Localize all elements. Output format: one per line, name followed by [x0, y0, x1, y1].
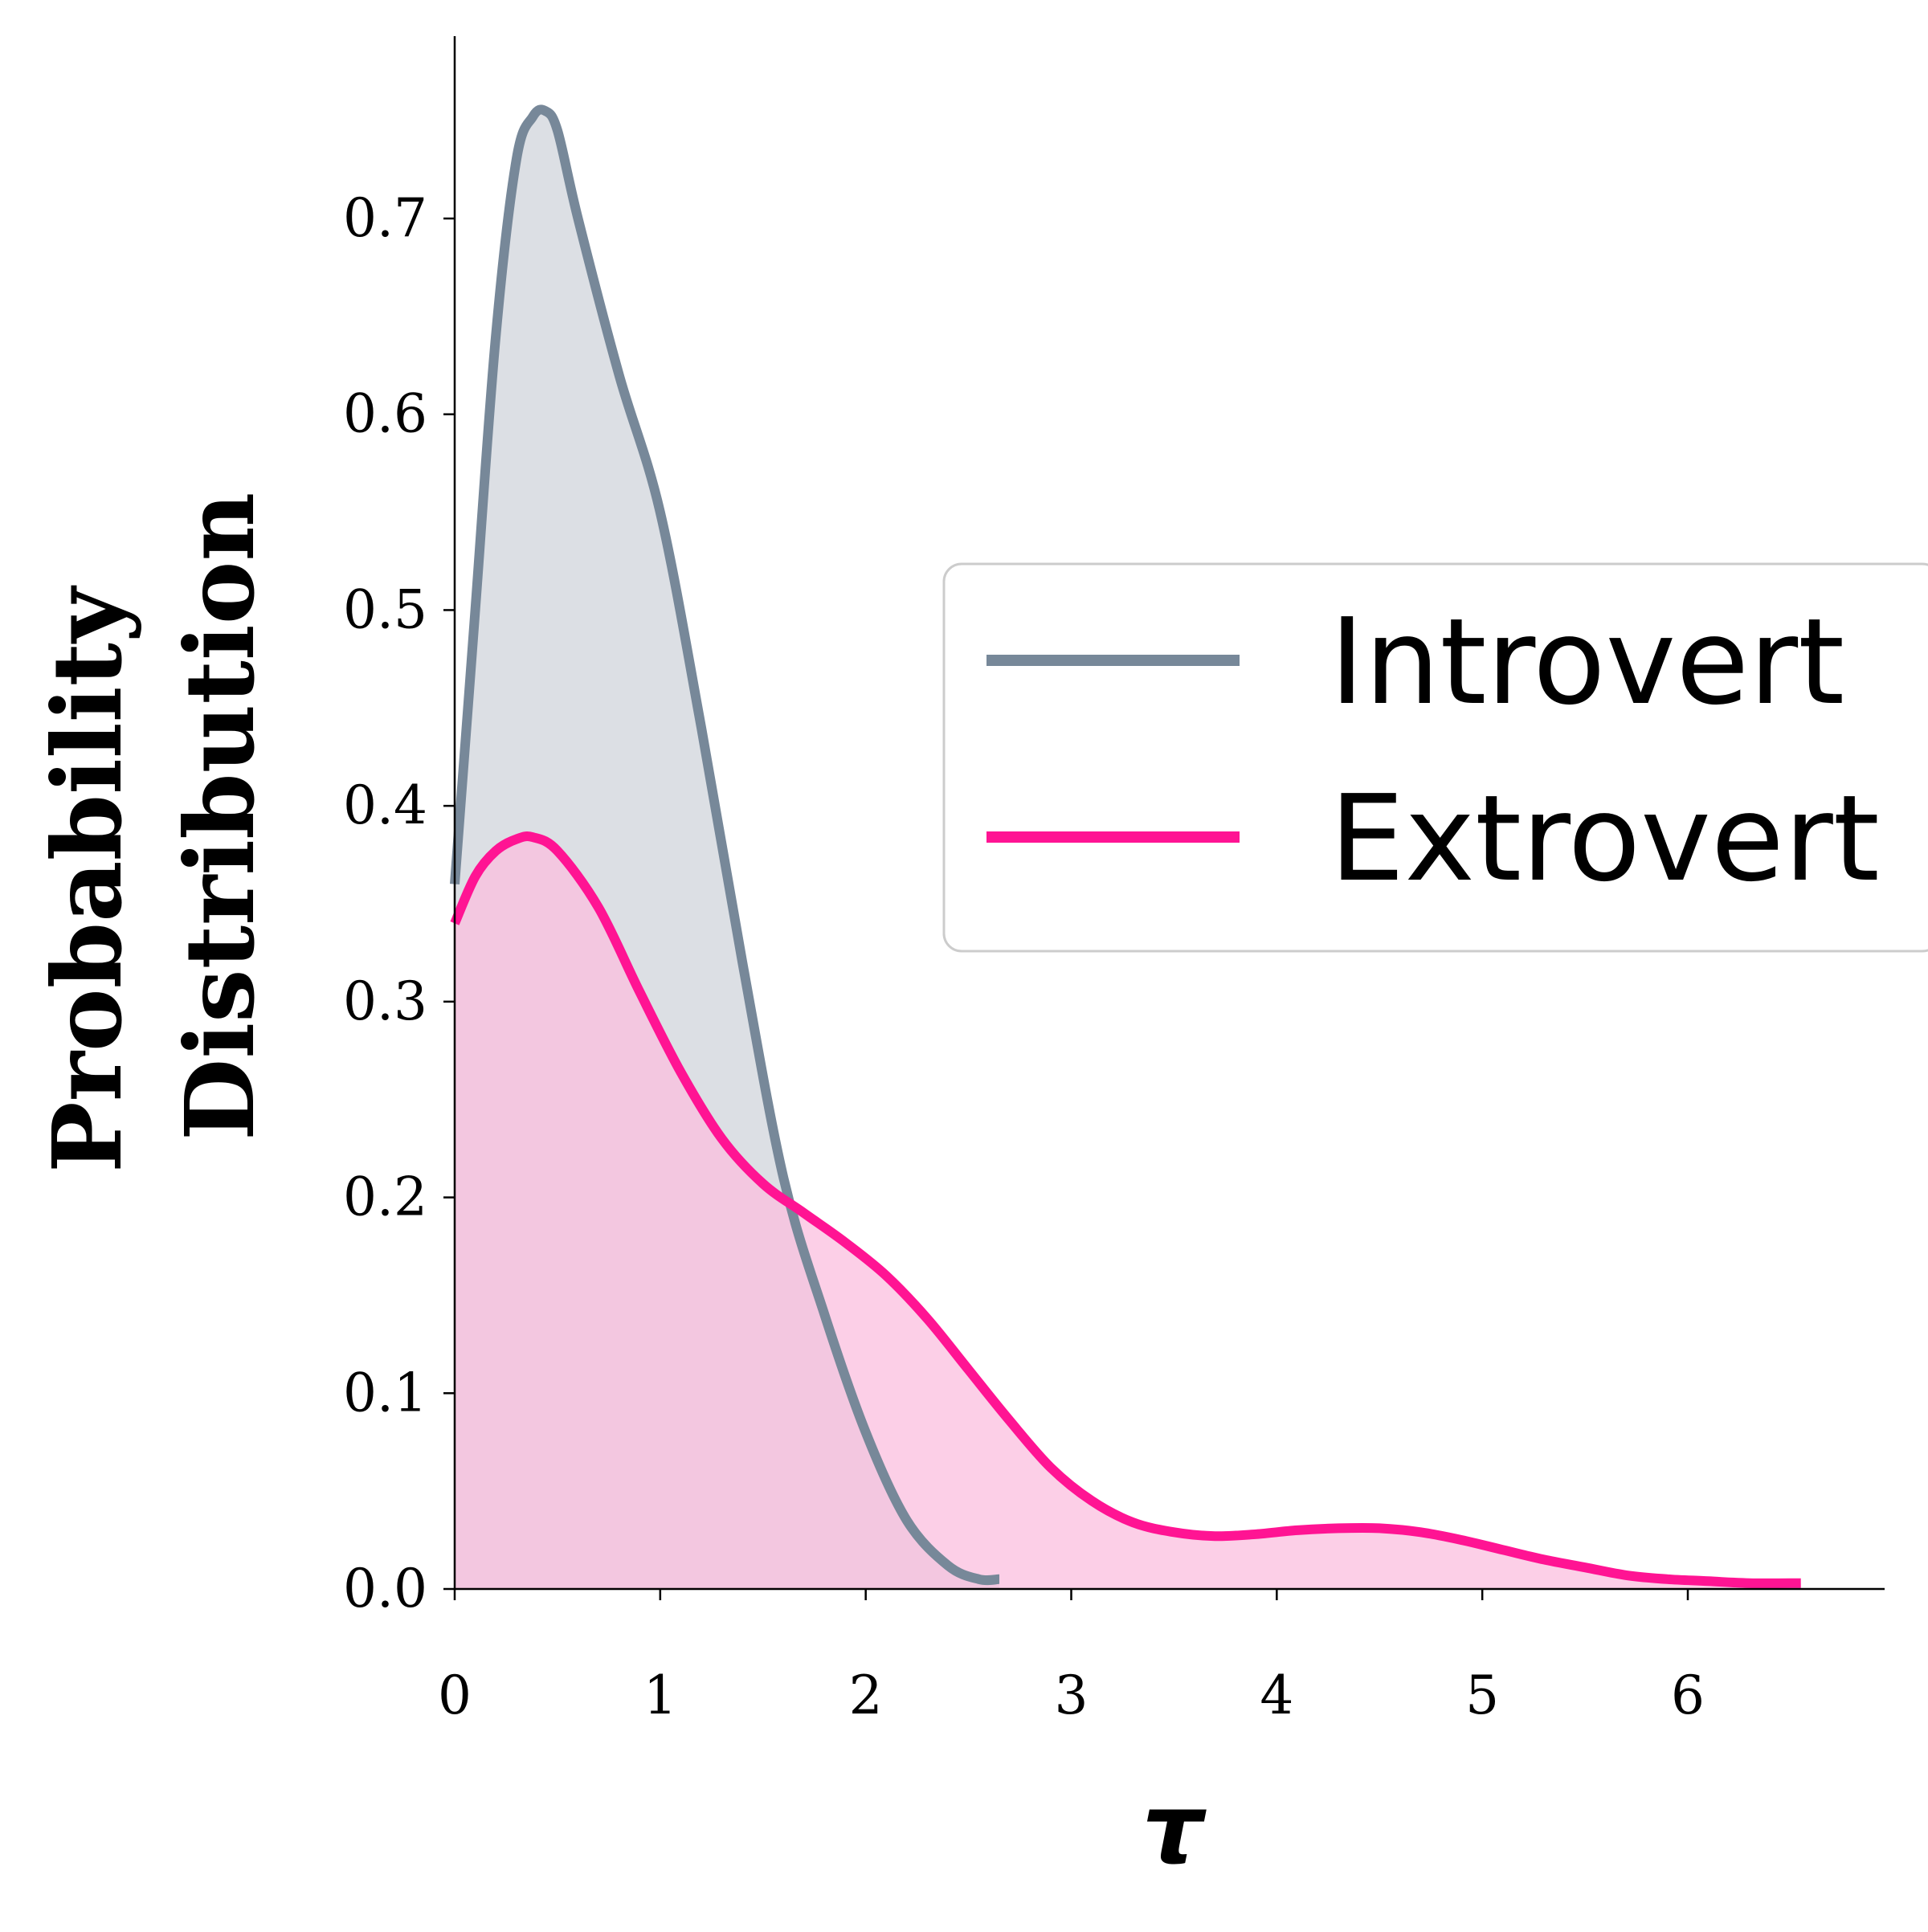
x-tick-label: 3	[1055, 1664, 1089, 1726]
x-tick-label: 4	[1260, 1664, 1293, 1726]
x-tick-label: 1	[643, 1664, 677, 1726]
series-line-extrovert	[450, 831, 1801, 1588]
y-axis-label: Probability Distribution	[31, 492, 276, 1173]
y-ticks: 0.0 0.1 0.2 0.3 0.4 0.5 0.6 0.7	[343, 187, 455, 1620]
x-tick-label: 5	[1465, 1664, 1499, 1726]
legend-label-introvert: Introvert	[1330, 593, 1844, 731]
x-tick-label: 6	[1671, 1664, 1705, 1726]
y-axis-label-line-1: Probability	[31, 585, 143, 1173]
y-tick-label: 0.6	[343, 383, 427, 445]
series-line-introvert	[450, 104, 1000, 1586]
y-tick-label: 0.2	[343, 1166, 427, 1228]
legend-label-extrovert: Extrovert	[1330, 770, 1880, 908]
series-lines	[450, 104, 1801, 1588]
legend: Introvert Extrovert	[942, 562, 1928, 953]
series-fill-extrovert	[455, 836, 1801, 1589]
y-tick-label: 0.7	[343, 187, 427, 249]
y-tick-label: 0.1	[343, 1362, 427, 1423]
x-ticks: 0 1 2 3 4 5 6	[438, 1589, 1705, 1726]
series-fills	[455, 109, 1801, 1590]
y-tick-label: 0.0	[343, 1558, 427, 1620]
x-tick-label: 2	[849, 1664, 883, 1726]
y-tick-label: 0.4	[343, 774, 427, 836]
y-tick-label: 0.5	[343, 578, 427, 640]
x-axis-label: τ	[1142, 1774, 1207, 1885]
x-tick-label: 0	[438, 1664, 472, 1726]
y-axis-label-line-2: Distribution	[164, 492, 276, 1141]
y-tick-label: 0.3	[343, 970, 427, 1032]
axes	[453, 36, 1885, 1591]
